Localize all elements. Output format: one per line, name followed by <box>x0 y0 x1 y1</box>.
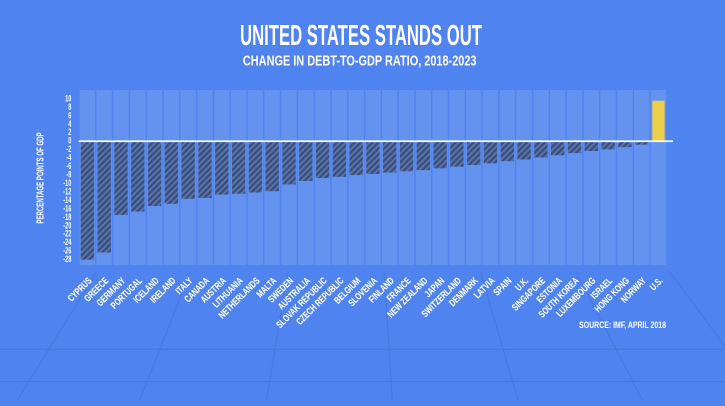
svg-text:UNITED STATES STANDS OUT: UNITED STATES STANDS OUT <box>240 19 482 51</box>
svg-text:10: 10 <box>65 93 71 104</box>
svg-text:PERCENTAGE POINTS OF GDP: PERCENTAGE POINTS OF GDP <box>34 132 46 223</box>
svg-text:-2: -2 <box>66 144 71 155</box>
svg-text:-28: -28 <box>63 254 71 265</box>
svg-text:-6: -6 <box>66 161 71 172</box>
svg-text:-4: -4 <box>66 152 72 163</box>
svg-text:CHANGE IN DEBT-TO-GDP RATIO, 2: CHANGE IN DEBT-TO-GDP RATIO, 2018-2023 <box>243 52 477 69</box>
svg-text:-8: -8 <box>66 169 71 180</box>
svg-text:-22: -22 <box>63 228 71 239</box>
svg-text:-10: -10 <box>63 178 71 189</box>
svg-text:6: 6 <box>68 110 71 121</box>
svg-text:0: 0 <box>68 135 71 146</box>
svg-text:2: 2 <box>68 127 71 138</box>
svg-text:8: 8 <box>68 101 71 112</box>
svg-text:-26: -26 <box>63 245 71 256</box>
svg-text:SOURCE: IMF, APRIL 2018: SOURCE: IMF, APRIL 2018 <box>579 319 666 330</box>
svg-text:-12: -12 <box>63 186 71 197</box>
svg-text:-16: -16 <box>63 203 71 214</box>
svg-text:-20: -20 <box>63 220 71 231</box>
svg-text:-18: -18 <box>63 211 71 222</box>
svg-text:4: 4 <box>68 118 72 129</box>
svg-text:-14: -14 <box>63 194 72 205</box>
svg-text:-24: -24 <box>63 237 72 248</box>
